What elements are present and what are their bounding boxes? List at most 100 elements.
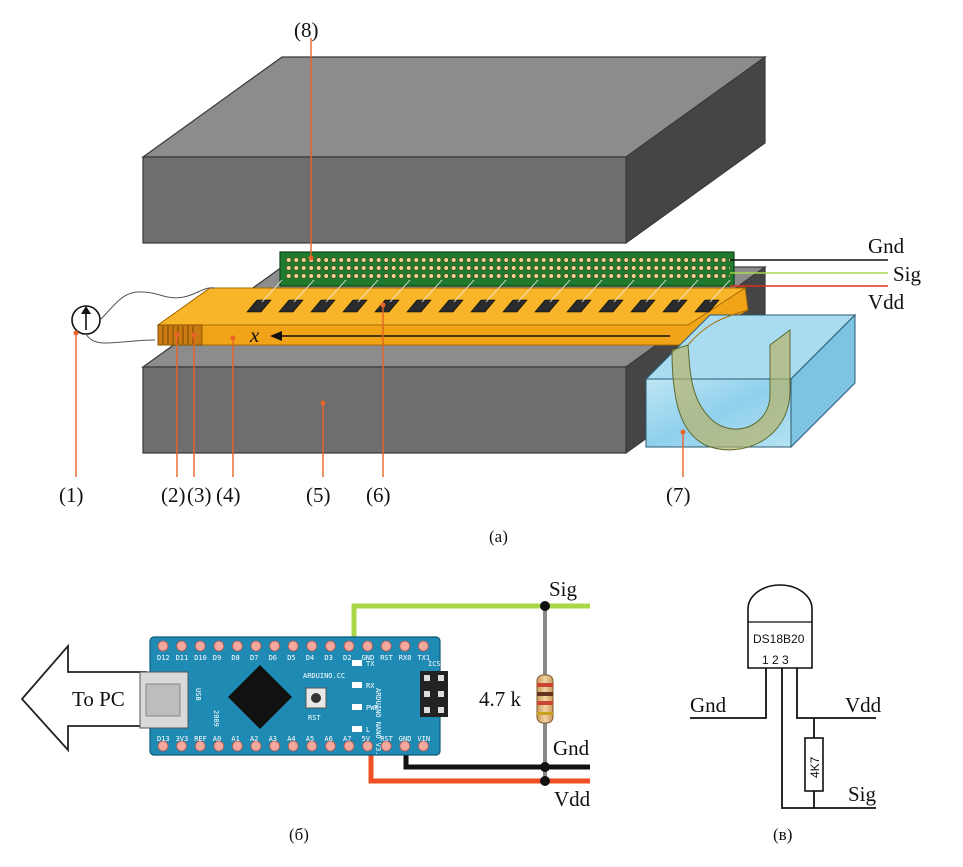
water-bath xyxy=(644,309,857,451)
callout-6: (6) xyxy=(366,483,391,507)
top-pin-label: D8 xyxy=(231,654,239,662)
top-pin-pad xyxy=(213,640,225,652)
top-pin-pad xyxy=(176,640,188,652)
wire-label-sig: Sig xyxy=(893,262,922,286)
bottom-pin-pad xyxy=(213,740,225,752)
bottom-pin-pad xyxy=(194,740,206,752)
resistor-4k7-label: 4K7 xyxy=(808,756,822,778)
top-pin-pad xyxy=(269,640,281,652)
gnd-wire xyxy=(403,752,590,770)
bottom-pin-pad xyxy=(399,740,411,752)
top-pin-pad xyxy=(287,640,299,652)
bottom-pin-pad xyxy=(269,740,281,752)
icsp-label: ICSP xyxy=(428,660,445,668)
top-pin-pad xyxy=(380,640,392,652)
top-pin-pad xyxy=(362,640,374,652)
top-pin-pad xyxy=(399,640,411,652)
top-pin-label: GND xyxy=(362,654,375,662)
top-pin-pad xyxy=(324,640,336,652)
top-pin-pad xyxy=(231,640,243,652)
panel-a: Gnd Sig Vdd xyxy=(59,18,922,546)
top-pin-pad xyxy=(417,640,429,652)
bottom-pin-label: A7 xyxy=(343,735,351,743)
bottom-pin-label: D13 xyxy=(157,735,170,743)
bottom-pin-pad xyxy=(417,740,429,752)
bottom-pin-label: A2 xyxy=(250,735,258,743)
top-pin-label: D11 xyxy=(176,654,189,662)
top-pin-label: D4 xyxy=(306,654,314,662)
bottom-pin-pad xyxy=(362,740,374,752)
resistor-label: 4.7 k xyxy=(479,687,522,711)
ds18b20-package: DS18B20 1 2 3 xyxy=(747,584,813,669)
current-source xyxy=(71,287,216,344)
caption-a: (a) xyxy=(489,527,508,546)
panel-c: DS18B20 1 2 3 4K7 Gnd Vdd Sig xyxy=(690,584,882,809)
panel-c-sig: Sig xyxy=(848,782,877,806)
led-rx: RX xyxy=(366,682,375,690)
arduino-nano-board: USB 2009 ARDUINO.CC ARDUINO NANO V3.0 RS… xyxy=(139,636,448,760)
bottom-pin-label: REF xyxy=(194,735,207,743)
bottom-pin-label: A1 xyxy=(231,735,239,743)
brand-label: ARDUINO.CC xyxy=(303,672,345,680)
bottom-pin-pad xyxy=(380,740,392,752)
callout-1: (1) xyxy=(59,483,84,507)
caption-b: (б) xyxy=(289,825,309,844)
sensor-row xyxy=(246,299,720,313)
panel-b: To PC Sig 4.7 k Gnd Vdd USB xyxy=(20,577,591,811)
top-pin-label: D6 xyxy=(269,654,277,662)
pullup-resistor xyxy=(536,674,554,724)
bottom-pin-label: A0 xyxy=(213,735,221,743)
bottom-pin-label: A6 xyxy=(324,735,332,743)
bottom-pin-label: 5V xyxy=(362,735,371,743)
top-pin-label: D12 xyxy=(157,654,170,662)
pullup-resistor-4k7: 4K7 xyxy=(804,737,824,792)
junction-gnd xyxy=(540,762,550,772)
led-l: L xyxy=(366,726,370,734)
top-pin-label: D2 xyxy=(343,654,351,662)
top-pin-pad xyxy=(343,640,355,652)
bottom-pin-pad xyxy=(250,740,262,752)
caption-c: (в) xyxy=(773,825,792,844)
callout-4: (4) xyxy=(216,483,241,507)
bottom-pin-pad xyxy=(157,740,169,752)
to-pc-arrow: To PC xyxy=(20,643,147,753)
junction-sig xyxy=(540,601,550,611)
sig-label: Sig xyxy=(549,577,578,601)
gnd-label: Gnd xyxy=(553,736,590,760)
callout-5: (5) xyxy=(306,483,331,507)
top-pin-label: D10 xyxy=(194,654,207,662)
rst-button-label: RST xyxy=(308,714,321,722)
bottom-pin-pad xyxy=(231,740,243,752)
year-label: 2009 xyxy=(212,710,220,727)
board-leds: TX RX PWR L xyxy=(352,660,379,734)
callout-3: (3) xyxy=(187,483,212,507)
top-pin-label: D3 xyxy=(324,654,332,662)
bottom-pin-pad xyxy=(287,740,299,752)
top-pin-label: RX0 xyxy=(399,654,412,662)
top-pin-label: D9 xyxy=(213,654,221,662)
bottom-pin-label: RST xyxy=(380,735,393,743)
output-wires xyxy=(730,259,888,287)
top-block xyxy=(141,55,767,245)
panel-c-vdd: Vdd xyxy=(845,693,882,717)
top-pin-label: RST xyxy=(380,654,393,662)
bottom-pin-label: A4 xyxy=(287,735,295,743)
pin-numbers: 1 2 3 xyxy=(762,653,789,667)
callout-8: (8) xyxy=(294,18,319,42)
heater-strip: x xyxy=(156,279,749,347)
top-pin-label: TX1 xyxy=(417,654,430,662)
top-pin-pad xyxy=(306,640,318,652)
axis-label-x: x xyxy=(249,323,260,347)
mcu-chip xyxy=(228,665,292,729)
top-pin-label: D5 xyxy=(287,654,295,662)
usb-label: USB xyxy=(194,688,202,701)
bottom-pin-label: GND xyxy=(399,735,412,743)
bottom-pin-label: A5 xyxy=(306,735,314,743)
bottom-pin-label: A3 xyxy=(269,735,277,743)
wire-label-vdd: Vdd xyxy=(868,290,905,314)
model-label: ARDUINO NANO V3.0 xyxy=(374,688,382,760)
bottom-pin-label: VIN xyxy=(417,735,430,743)
vdd-label: Vdd xyxy=(554,787,591,811)
callout-leaders xyxy=(73,38,686,477)
